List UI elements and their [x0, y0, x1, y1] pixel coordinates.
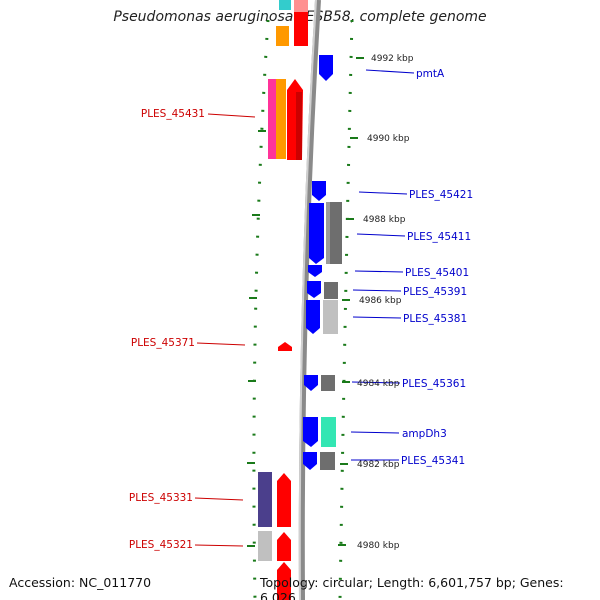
scale-label: 4980 kbp	[357, 541, 400, 551]
gene-label-forward[interactable]: PLES_45331	[129, 492, 193, 504]
gene-label-forward[interactable]: PLES_45431	[141, 108, 205, 120]
gene-label-reverse[interactable]: PLES_45381	[403, 313, 467, 325]
scale-label: 4984 kbp	[357, 379, 400, 389]
leader-ples-45321	[194, 544, 244, 547]
feature-top-red-highlight	[294, 0, 308, 12]
feature-ples-45411-arrow	[309, 203, 324, 264]
outer-ruler-right	[338, 19, 354, 600]
feature-ples-45371-arrow	[278, 342, 292, 351]
leader-ples-45391	[352, 289, 402, 292]
leader-ples-45431	[207, 113, 256, 118]
gene-label-reverse[interactable]: PLES_45421	[409, 189, 473, 201]
scale-label: 4990 kbp	[367, 134, 410, 144]
leader-ples-45411	[356, 233, 406, 237]
leader-ples-45381	[352, 316, 402, 319]
leader-ples-45331	[194, 497, 244, 501]
feature-ples-45361-arrow	[304, 375, 318, 391]
genome-summary-text: Topology: circular; Length: 6,601,757 bp…	[260, 575, 564, 600]
leader-pmta	[365, 69, 415, 74]
feature-ples-45431-magenta	[268, 79, 276, 159]
genome-backbone	[298, 0, 321, 600]
feature-ples-45391-grey	[324, 282, 338, 299]
feature-ples-45381-grey	[323, 300, 338, 334]
leader-ples-45421	[358, 191, 408, 195]
feature-ampdh3-green	[321, 417, 336, 447]
gene-label-forward[interactable]: PLES_45321	[129, 539, 193, 551]
feature-ples-45321-red-arrow	[277, 532, 291, 561]
feature-top-orange	[276, 26, 289, 46]
leader-ples-45371	[196, 342, 246, 346]
accession-text: Accession: NC_011770	[9, 575, 152, 590]
scale-label: 4988 kbp	[363, 215, 406, 225]
gene-label-reverse[interactable]: ampDh3	[402, 428, 447, 440]
feature-ples-45421-arrow	[312, 181, 326, 201]
feature-ples-45331-slate	[258, 472, 272, 527]
feature-ples-45411-grey-edge	[326, 202, 330, 264]
gene-label-reverse[interactable]: PLES_45411	[407, 231, 471, 243]
feature-ples-45431-orange	[276, 79, 286, 159]
feature-ples-45321-grey	[258, 531, 272, 561]
gene-label-reverse[interactable]: PLES_45341	[401, 455, 465, 467]
leader-ples-45361	[351, 381, 401, 384]
feature-ples-45391-arrow	[307, 281, 321, 298]
feature-ples-45431-shade	[296, 92, 302, 160]
feature-pmta-arrow	[319, 55, 333, 81]
feature-ples-45381-arrow	[306, 300, 320, 334]
gene-label-reverse[interactable]: PLES_45361	[402, 378, 466, 390]
leader-ampdh3	[350, 431, 400, 434]
scale-label: 4992 kbp	[371, 54, 414, 64]
gene-label-reverse[interactable]: PLES_45391	[403, 286, 467, 298]
feature-ples-45401-arrow	[308, 265, 322, 277]
genome-backbone-highlight	[298, 0, 317, 600]
feature-ples-45341-grey	[320, 452, 335, 470]
leader-ples-45401	[354, 270, 404, 273]
gene-label-forward[interactable]: PLES_45371	[131, 337, 195, 349]
gene-label-reverse[interactable]: PLES_45401	[405, 267, 469, 279]
scale-label: 4986 kbp	[359, 296, 402, 306]
gene-label-reverse[interactable]: pmtA	[416, 68, 445, 80]
feature-bottom-red-arrow	[277, 562, 291, 600]
feature-ples-45331-red-arrow	[277, 473, 291, 527]
feature-ples-45341-arrow	[303, 452, 317, 470]
feature-top-cyan	[279, 0, 291, 10]
feature-ples-45361-grey	[321, 375, 335, 391]
feature-ampdh3-arrow	[303, 417, 318, 447]
scale-label: 4982 kbp	[357, 460, 400, 470]
